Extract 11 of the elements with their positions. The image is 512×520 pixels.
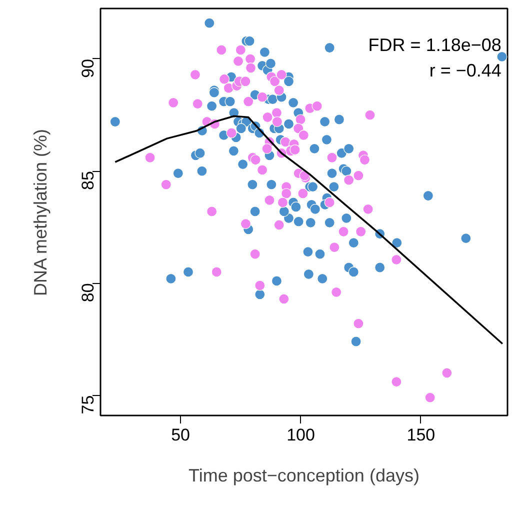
annotation: FDR = 1.18e−08 [368,35,502,56]
x-tick-label: 150 [406,426,436,444]
y-tick-label: 85 [78,171,98,190]
x-axis-title: Time post−conception (days) [188,466,420,486]
x-tick-label: 50 [171,426,190,444]
annotation: r = −0.44 [429,60,502,80]
y-axis-title: DNA methylation (%) [30,128,50,296]
y-tick-label: 90 [78,58,98,78]
y-tick-label: 80 [78,283,98,302]
x-tick-label: 100 [286,426,315,444]
y-tick-label: 75 [78,395,98,414]
